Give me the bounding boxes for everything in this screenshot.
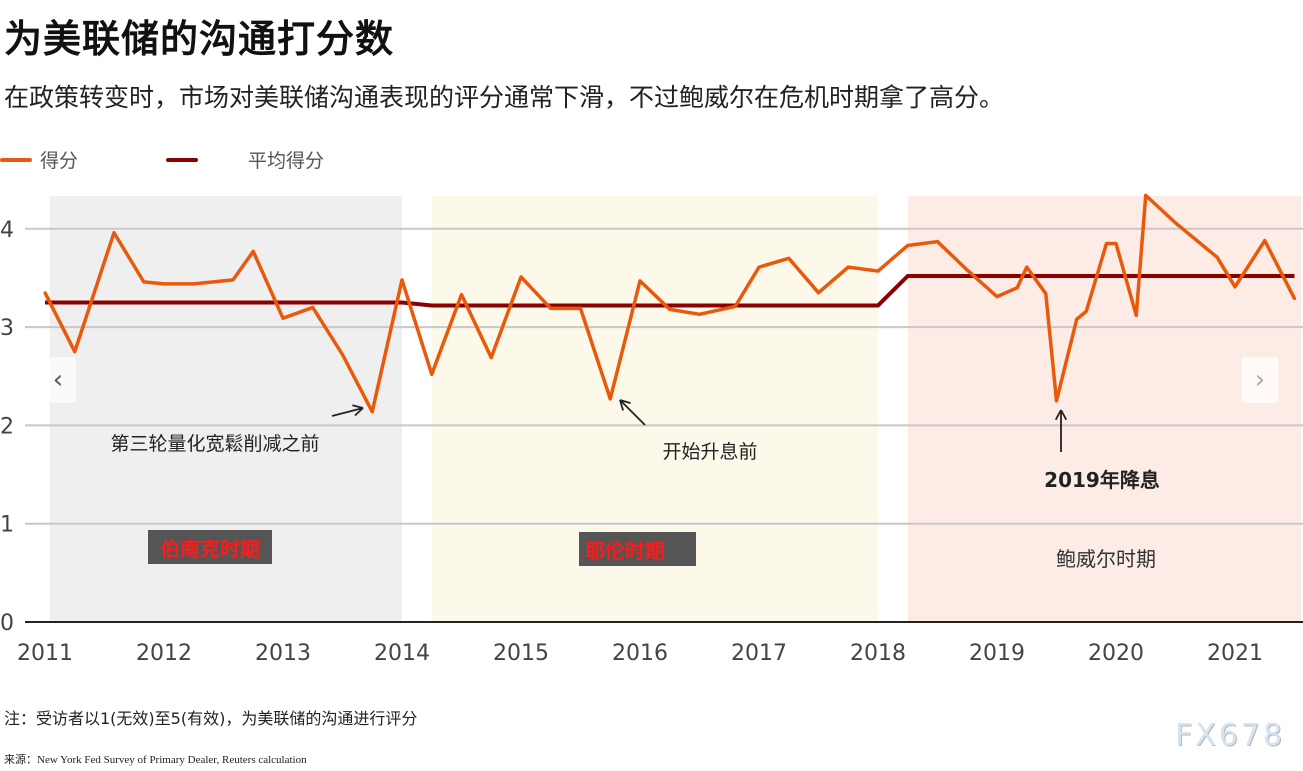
y-tick-label: 0 — [0, 611, 14, 636]
score-point — [1084, 309, 1088, 313]
score-point — [1025, 265, 1029, 269]
score-point — [846, 265, 850, 269]
x-tick-label: 2016 — [612, 641, 668, 666]
score-point — [1293, 297, 1296, 301]
score-point — [757, 265, 761, 269]
score-point — [1215, 255, 1219, 259]
x-tick-label: 2014 — [374, 641, 430, 666]
legend-swatch-average — [166, 157, 199, 162]
score-point — [787, 256, 791, 260]
score-point — [1263, 239, 1267, 243]
legend-swatch-score — [0, 157, 32, 162]
score-point — [43, 291, 47, 295]
x-tick-label: 2017 — [731, 641, 787, 666]
y-tick-label: 3 — [0, 316, 14, 341]
annotation-label: 开始升息前 — [662, 441, 757, 463]
arrowhead — [354, 407, 364, 417]
score-point — [251, 249, 255, 253]
score-point — [1134, 313, 1138, 317]
y-tick-label: 1 — [0, 513, 14, 538]
period-band — [907, 196, 1302, 622]
arrowhead — [352, 404, 364, 409]
score-point — [1174, 221, 1177, 225]
legend-label-average: 平均得分 — [248, 150, 325, 172]
score-point — [162, 282, 166, 286]
score-point — [430, 372, 434, 376]
annotation-label: 第三轮量化宽鬆削减之前 — [110, 433, 319, 455]
score-point — [817, 291, 820, 295]
score-point — [112, 231, 116, 235]
arrowhead — [619, 399, 624, 411]
chevron-left-icon: ‹ — [52, 365, 64, 395]
prev-button[interactable]: ‹ — [40, 357, 76, 403]
x-tick-label: 2013 — [255, 641, 311, 666]
score-point — [1114, 242, 1118, 246]
score-point — [1015, 286, 1019, 290]
score-point — [668, 307, 672, 311]
chart-source: 来源：New York Fed Survey of Primary Dealer… — [4, 754, 307, 766]
score-point — [638, 279, 642, 283]
score-point — [698, 312, 701, 316]
score-point — [876, 269, 880, 273]
arrowhead — [1054, 409, 1062, 421]
annotation-arrow — [331, 407, 364, 417]
x-tick-label: 2018 — [850, 641, 906, 666]
period-label-box — [148, 530, 272, 564]
x-tick-label: 2015 — [493, 641, 549, 666]
score-point — [142, 280, 146, 284]
y-tick-label: 2 — [0, 414, 14, 439]
score-point — [370, 410, 374, 414]
score-point — [1055, 399, 1058, 403]
x-tick-label: 2012 — [136, 641, 192, 666]
x-tick-label: 2019 — [969, 641, 1025, 666]
score-point — [1075, 317, 1079, 321]
score-point — [192, 282, 196, 286]
score-point — [341, 353, 344, 357]
x-tick-label: 2021 — [1207, 641, 1263, 666]
annotation-label: 2019年降息 — [1044, 468, 1160, 492]
score-point — [608, 397, 612, 401]
period-label: 伯南克时期 — [160, 537, 260, 561]
x-tick-label: 2020 — [1088, 641, 1144, 666]
annotation-arrow — [619, 399, 646, 426]
score-point — [936, 240, 939, 244]
score-point — [489, 356, 493, 360]
score-point — [965, 268, 969, 272]
chart-title: 为美联储的沟通打分数 — [4, 17, 395, 61]
score-line — [43, 193, 1297, 414]
x-tick-label: 2011 — [17, 641, 73, 666]
legend-label-score: 得分 — [40, 150, 79, 172]
arrowhead — [1060, 409, 1068, 421]
score-point — [460, 293, 463, 297]
score-point — [311, 305, 315, 309]
legend: 得分 平均得分 — [0, 146, 324, 173]
watermark: FX678 — [1175, 718, 1286, 753]
chart-note: 注：受访者以1(无效)至5(有效)，为美联储的沟通进行评分 — [4, 709, 418, 728]
period-label: 耶伦时期 — [585, 539, 665, 563]
score-point — [1044, 292, 1048, 296]
period-label-box — [579, 532, 696, 566]
score-point — [733, 304, 737, 308]
score-point — [1104, 242, 1108, 246]
score-point — [1144, 193, 1148, 197]
score-point — [549, 306, 553, 310]
score-point — [579, 306, 582, 310]
arrowhead — [619, 399, 631, 404]
chart-subtitle: 在政策转变时，市场对美联储沟通表现的评分通常下滑，不过鲍威尔在危机时期拿了高分。 — [4, 83, 1005, 112]
next-button[interactable]: › — [1242, 357, 1278, 403]
score-point — [1233, 285, 1237, 289]
period-label: 鲍威尔时期 — [1056, 547, 1156, 571]
score-point — [906, 244, 910, 248]
score-point — [400, 278, 404, 282]
chevron-right-icon: › — [1254, 365, 1266, 395]
score-point — [73, 350, 77, 354]
score-point — [519, 275, 523, 279]
y-tick-label: 4 — [0, 218, 14, 243]
score-point — [281, 316, 285, 320]
score-point — [231, 278, 235, 282]
score-point — [995, 295, 999, 299]
